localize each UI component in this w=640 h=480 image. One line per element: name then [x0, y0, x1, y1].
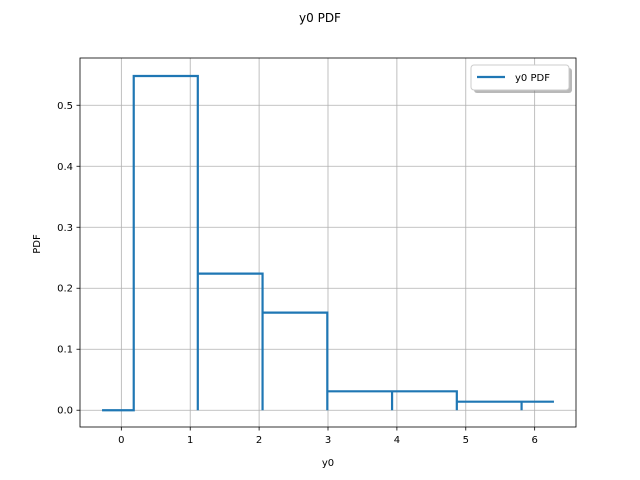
y-axis-label: PDF	[32, 234, 43, 254]
x-tick-label: 6	[531, 435, 537, 446]
y-tick-label: 0.2	[57, 284, 73, 295]
grid	[80, 58, 576, 427]
x-tick-label: 4	[394, 435, 400, 446]
x-tick-label: 5	[463, 435, 469, 446]
y-tick-label: 0.1	[57, 345, 73, 356]
y-tick-label: 0.4	[57, 162, 73, 173]
x-tick-label: 3	[325, 435, 331, 446]
y-tick-label: 0.3	[57, 223, 73, 234]
legend: y0 PDF	[470, 64, 572, 93]
x-axis-label: y0	[322, 458, 334, 469]
legend-label: y0 PDF	[515, 73, 550, 84]
x-tick-label: 1	[187, 435, 193, 446]
series-line	[102, 74, 554, 412]
plot-series	[102, 74, 554, 412]
x-tick-label: 2	[256, 435, 262, 446]
legend-box	[470, 64, 570, 91]
y-tick-label: 0.0	[57, 406, 73, 417]
chart-title: y0 PDF	[299, 11, 341, 25]
y-axis: 0.0 0.1 0.2 0.3 0.4 0.5	[57, 101, 80, 417]
x-axis: 0 1 2 3 4 5 6	[118, 427, 538, 446]
x-tick-label: 0	[118, 435, 124, 446]
y-tick-label: 0.5	[57, 101, 73, 112]
